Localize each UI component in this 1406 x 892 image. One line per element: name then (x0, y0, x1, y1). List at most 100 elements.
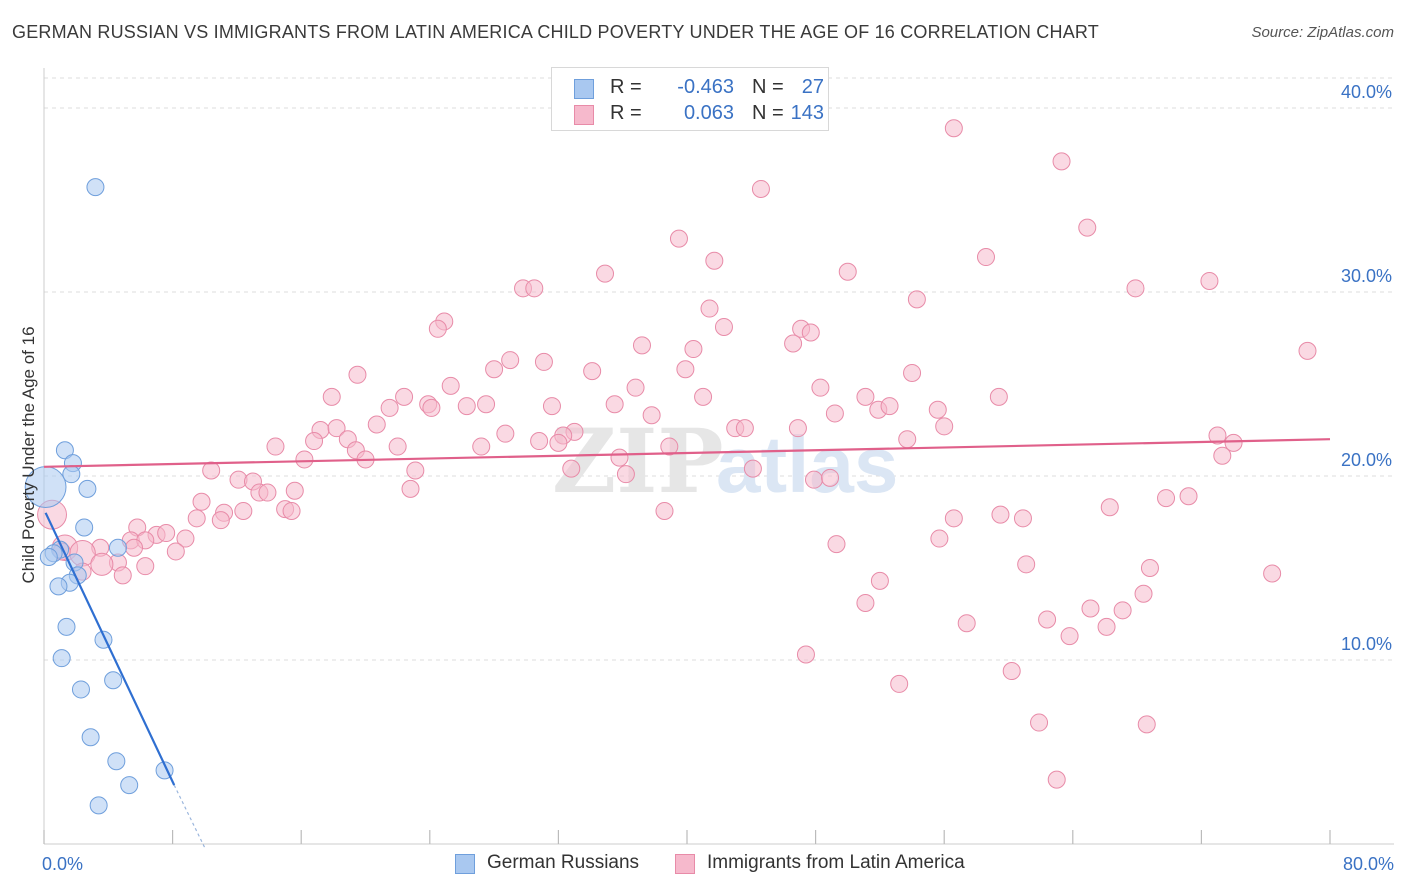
immigrants-point (605, 395, 624, 414)
immigrants-point (976, 248, 995, 267)
immigrants-point (380, 398, 399, 417)
german-russians-point (52, 649, 71, 668)
trend-lines (43, 438, 1331, 848)
x-tick-label: 80.0% (1343, 854, 1394, 874)
immigrants-point (821, 468, 840, 487)
immigrants-point (907, 290, 926, 309)
immigrants-point (406, 461, 425, 480)
immigrants-point (501, 351, 520, 370)
immigrants-point (234, 501, 253, 520)
legend-item-label: German Russians (487, 852, 640, 873)
immigrants-point (632, 336, 651, 355)
immigrants-point (1078, 218, 1097, 237)
german-russians-point (104, 671, 123, 690)
immigrants-point (1038, 610, 1057, 629)
tick-labels: 10.0% 20.0% 30.0% 40.0% 0.0% 80.0% (42, 82, 1394, 874)
immigrants-point (472, 437, 491, 456)
immigrants-point (1097, 617, 1116, 636)
immigrants-point (870, 571, 889, 590)
immigrants-point (596, 264, 615, 283)
german-russians-point (89, 796, 108, 815)
y-tick-label: 30.0% (1341, 266, 1392, 286)
blue-series-points (24, 178, 174, 815)
immigrants-point (166, 542, 185, 561)
immigrants-point (714, 317, 733, 336)
german-russians-point (81, 728, 100, 747)
immigrants-point (282, 501, 301, 520)
immigrants-point (1140, 559, 1159, 577)
german-russians-trend-extension (173, 784, 206, 848)
immigrants-point (743, 459, 762, 478)
immigrants-point (549, 433, 568, 452)
immigrants-point (125, 538, 144, 557)
immigrants-point (989, 387, 1008, 406)
immigrants-point (266, 437, 285, 456)
immigrants-point (928, 400, 947, 419)
immigrants-point (525, 279, 544, 298)
immigrants-point (1047, 770, 1066, 789)
immigrants-point (890, 674, 909, 693)
immigrants-point (660, 437, 679, 456)
immigrants-point (1179, 487, 1198, 506)
german-russians-point (86, 178, 105, 197)
immigrants-point (796, 645, 815, 664)
immigrants-point (825, 404, 844, 423)
immigrants-point (534, 352, 553, 371)
immigrants-point (944, 509, 963, 528)
german-russians-point (39, 547, 58, 566)
immigrants-point (655, 501, 674, 520)
immigrants-point (880, 397, 899, 416)
immigrants-point (1134, 584, 1153, 603)
legend-swatch-blue (455, 854, 475, 874)
immigrants-point (542, 397, 561, 416)
immigrants-point (626, 378, 645, 397)
immigrants-point (1002, 662, 1021, 681)
immigrants-point (705, 251, 724, 270)
chart-source: Source: ZipAtlas.com (1251, 24, 1394, 41)
immigrants-point (485, 360, 504, 379)
immigrants-point (187, 509, 206, 528)
german-russians-point (78, 479, 97, 498)
immigrants-point (610, 448, 629, 467)
german-russians-point (71, 680, 90, 699)
immigrants-point (285, 481, 304, 500)
immigrants-point (211, 511, 230, 530)
immigrants-point (428, 319, 447, 338)
y-axis-label: Child Poverty Under the Age of 16 (19, 326, 38, 583)
immigrants-point (305, 432, 324, 451)
immigrants-point (441, 376, 460, 395)
immigrants-point (176, 529, 195, 548)
immigrants-point (322, 387, 341, 406)
immigrants-point (856, 593, 875, 612)
immigrants-point (583, 362, 602, 381)
legend-r-value: 0.063 (683, 102, 734, 124)
series-legend: German Russians Immigrants from Latin Am… (0, 852, 1406, 878)
immigrants-point (669, 229, 688, 248)
immigrants-point (1208, 426, 1227, 445)
immigrants-point (477, 395, 496, 414)
immigrants-point (1213, 446, 1232, 465)
immigrants-point (1263, 564, 1282, 583)
immigrants-point (401, 479, 420, 498)
immigrants-point (1126, 279, 1145, 298)
immigrants-point (388, 437, 407, 456)
legend-swatch-blue (574, 79, 594, 99)
immigrants-point (1030, 713, 1049, 732)
y-tick-label: 10.0% (1341, 634, 1392, 654)
legend-r-label: R = (610, 102, 642, 124)
german-russians-point (75, 518, 94, 537)
immigrants-point (295, 450, 314, 469)
german-russians-point (120, 776, 139, 795)
immigrants-point (694, 387, 713, 406)
immigrants-point (202, 461, 221, 480)
immigrants-point (856, 387, 875, 406)
immigrants-point (395, 387, 414, 406)
german-russians-point (49, 577, 68, 596)
immigrants-point (735, 419, 754, 438)
immigrants-point (1224, 433, 1243, 452)
immigrants-point (700, 299, 719, 318)
immigrants-point (1017, 555, 1036, 574)
legend-item-label: Immigrants from Latin America (707, 852, 965, 873)
immigrants-point (616, 465, 635, 484)
